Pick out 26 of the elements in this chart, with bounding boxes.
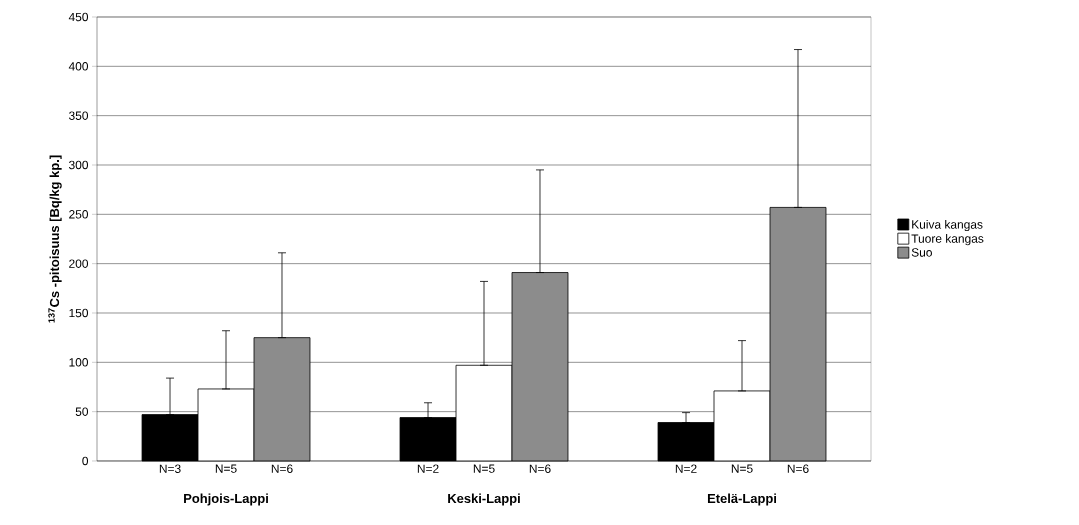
text: N=6 bbox=[787, 464, 809, 473]
y-tick-label: 450 bbox=[68, 12, 89, 22]
y-axis-title: $^{137}$Cs -pitoisuus [Bq/kg kp.] bbox=[48, 155, 62, 323]
text: N=6 bbox=[271, 464, 293, 473]
legend-label: Suo bbox=[911, 248, 932, 257]
text: N=2 bbox=[417, 464, 439, 473]
text: N=6 bbox=[529, 464, 551, 473]
text: N=5 bbox=[473, 464, 495, 473]
x-tick-label: Etelä-Lappi bbox=[707, 493, 776, 506]
y-tick-label: 300 bbox=[69, 160, 89, 170]
y-tick-label: 100 bbox=[69, 358, 89, 367]
text: N=3 bbox=[159, 464, 181, 473]
x-tick-label: Pohjois-Lappi bbox=[184, 493, 268, 506]
y-tick-label: 200 bbox=[69, 259, 89, 268]
y-tick-label: 400 bbox=[68, 62, 89, 71]
y-tick-label: 0 bbox=[82, 456, 89, 466]
text: N=2 bbox=[675, 464, 697, 473]
text: N=5 bbox=[215, 464, 237, 473]
y-tick-label: 150 bbox=[69, 308, 89, 318]
y-tick-label: 50 bbox=[75, 407, 89, 416]
legend-label: Kuiva kangas bbox=[912, 219, 983, 232]
legend-label: Tuore kangas bbox=[911, 234, 984, 246]
y-tick-label: 250 bbox=[69, 210, 89, 219]
y-tick-label: 350 bbox=[69, 111, 89, 120]
text: N=5 bbox=[731, 464, 753, 473]
x-tick-label: Keski-Lappi bbox=[448, 493, 520, 506]
